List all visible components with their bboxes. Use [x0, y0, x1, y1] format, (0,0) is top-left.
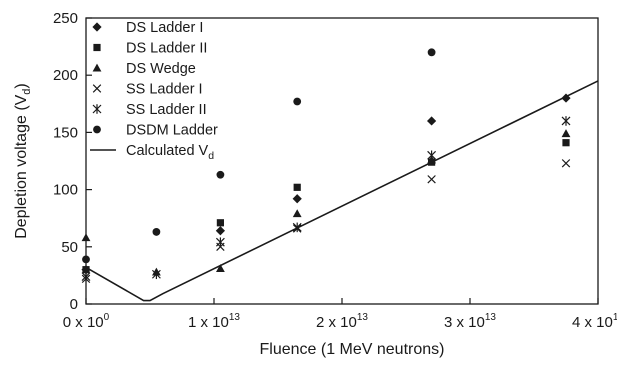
data-point-square — [293, 183, 301, 191]
legend-item: SS Ladder II — [92, 102, 207, 118]
series-ds-ladder-i — [81, 93, 571, 275]
data-point-triangle — [81, 233, 91, 242]
data-point-diamond — [427, 116, 437, 126]
y-tick-label: 250 — [53, 10, 78, 27]
legend-label-text: DS Ladder II — [126, 41, 207, 57]
data-point-triangle — [561, 129, 571, 138]
y-axis-title-subscript: d — [21, 89, 33, 95]
legend-item: DS Wedge — [92, 61, 196, 77]
series-ss-ladder-i — [81, 159, 571, 284]
y-tick-label: 100 — [53, 182, 78, 199]
legend-label: DS Ladder II — [126, 41, 207, 57]
legend-label-subscript: d — [208, 150, 214, 162]
legend-label-text: Calculated V — [126, 143, 209, 159]
x-stroke — [561, 159, 571, 168]
legend-marker-triangle — [92, 63, 102, 72]
legend-label: DS Wedge — [126, 61, 196, 77]
legend-marker-diamond — [92, 22, 102, 32]
data-point-square — [82, 266, 90, 274]
y-tick-label: 0 — [70, 296, 78, 313]
data-point-diamond — [292, 194, 302, 204]
legend-marker-circle — [93, 125, 101, 134]
x-tick-mantissa: 3 x 10 — [444, 314, 485, 331]
series-ss-ladder-ii — [81, 116, 571, 282]
x-tick-label: 0 x 100 — [63, 312, 110, 331]
x-tick-mantissa: 1 x 10 — [188, 314, 229, 331]
data-point-diamond — [561, 93, 571, 103]
data-point-triangle — [216, 264, 225, 273]
x-tick-label: 2 x 1013 — [316, 312, 368, 331]
series-calculated-v — [85, 80, 599, 302]
legend-label: DS Ladder I — [126, 20, 203, 36]
data-point-square — [562, 139, 570, 147]
legend-marker-square — [93, 43, 101, 52]
data-point-asterisk — [427, 150, 437, 161]
y-axis-title-close: ) — [13, 83, 30, 88]
x-tick-label: 3 x 1013 — [444, 312, 496, 331]
data-point-x — [561, 159, 571, 168]
legend-label-text: DS Wedge — [126, 61, 196, 77]
x-tick-exponent: 13 — [613, 312, 617, 323]
x-stroke — [92, 84, 102, 93]
legend-item: SS Ladder I — [92, 82, 203, 98]
y-axis-title: Depletion voltage (Vd) — [13, 83, 33, 239]
legend-item: DS Ladder I — [92, 20, 203, 36]
data-point-circle — [293, 97, 302, 106]
x-tick-mantissa: 4 x 10 — [572, 314, 613, 331]
y-tick-label: 50 — [61, 239, 78, 256]
x-tick-exponent: 0 — [104, 312, 110, 323]
data-point-circle — [216, 170, 225, 179]
x-tick-mantissa: 2 x 10 — [316, 314, 357, 331]
data-point-asterisk — [81, 271, 91, 282]
data-point-triangle — [292, 209, 302, 218]
legend-label-text: SS Ladder II — [126, 102, 207, 118]
data-point-circle — [427, 48, 436, 57]
legend-label-text: SS Ladder I — [126, 82, 203, 98]
data-point-square — [216, 219, 224, 227]
x-tick-label: 1 x 1013 — [188, 312, 240, 331]
data-point-asterisk — [561, 116, 571, 126]
data-point-x — [427, 175, 436, 184]
legend-label: Calculated Vd — [126, 143, 214, 162]
legend-item: DSDM Ladder — [93, 123, 218, 139]
legend-item: Calculated Vd — [90, 143, 214, 162]
legend-item: DS Ladder II — [93, 41, 207, 57]
calculated-line — [85, 80, 599, 302]
legend-label-text: DSDM Ladder — [126, 123, 218, 139]
legend-marker-x — [92, 84, 102, 93]
legend-label: DSDM Ladder — [126, 123, 218, 139]
data-point-circle — [82, 255, 90, 264]
x-tick-exponent: 13 — [229, 312, 241, 323]
legend-label: SS Ladder II — [126, 102, 207, 118]
x-axis-title: Fluence (1 MeV neutrons) — [260, 341, 445, 358]
y-axis-title-main: Depletion voltage (V — [13, 94, 30, 238]
x-tick-exponent: 13 — [357, 312, 369, 323]
series-ds-ladder-ii — [82, 139, 570, 274]
x-tick-mantissa: 0 x 10 — [63, 314, 104, 331]
y-tick-label: 150 — [53, 124, 78, 141]
legend: DS Ladder I DS Ladder II DS Wedge SS Ladder… — [90, 20, 218, 162]
data-point-asterisk — [215, 237, 225, 248]
data-layer — [81, 48, 599, 302]
data-point-circle — [152, 228, 161, 236]
x-stroke — [427, 175, 436, 184]
data-point-diamond — [215, 226, 225, 236]
series-dsdm-ladder — [82, 48, 436, 264]
x-tick-label: 4 x 1013 — [572, 312, 617, 331]
legend-label-text: DS Ladder I — [126, 20, 203, 36]
legend-label: SS Ladder I — [126, 82, 203, 98]
x-tick-exponent: 13 — [485, 312, 497, 323]
data-point-asterisk — [151, 269, 161, 280]
y-tick-label: 200 — [53, 67, 78, 84]
legend-marker-asterisk — [92, 104, 102, 114]
